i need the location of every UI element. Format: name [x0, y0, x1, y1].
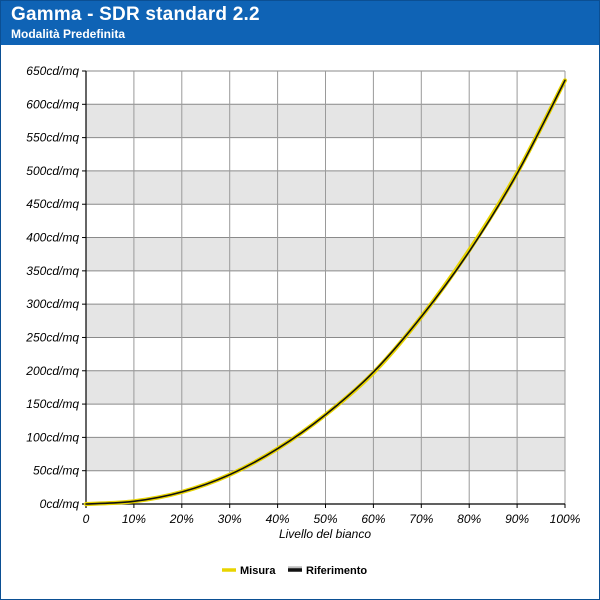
legend-label-misura: Misura [240, 565, 276, 577]
series-lines [83, 78, 568, 507]
y-tick-label: 350cd/mq [26, 264, 79, 278]
y-tick-label: 450cd/mq [26, 197, 79, 211]
y-tick-label: 200cd/mq [25, 364, 79, 378]
y-tick-label: 400cd/mq [26, 231, 79, 245]
x-tick-label: 70% [409, 512, 433, 526]
y-tick-label: 500cd/mq [26, 164, 79, 178]
chart-subtitle: Modalità Predefinita [11, 27, 126, 41]
series-line-riferimento [85, 79, 566, 505]
y-tick-label: 550cd/mq [26, 131, 79, 145]
y-tick-label: 650cd/mq [26, 64, 79, 78]
y-tick-label: 600cd/mq [26, 97, 79, 111]
legend: Misura Riferimento [222, 565, 367, 577]
x-tick-label: 0 [83, 512, 90, 526]
y-tick-label: 0cd/mq [40, 497, 80, 511]
x-tick-label: 60% [361, 512, 385, 526]
x-tick-labels: 0 10% 20% 30% 40% 50% 60% 70% 80% 90% 100% [83, 512, 581, 526]
x-tick-label: 90% [505, 512, 529, 526]
x-tick-label: 100% [550, 512, 581, 526]
x-tick-label: 10% [122, 512, 146, 526]
x-axis-label: Livello del bianco [279, 527, 371, 541]
chart-header: Gamma - SDR standard 2.2 Modalità Predef… [1, 1, 599, 45]
grid-lines [86, 70, 566, 504]
legend-label-riferimento: Riferimento [306, 565, 367, 577]
x-tick-label: 40% [266, 512, 290, 526]
x-tick-label: 30% [218, 512, 242, 526]
y-tick-labels: 0cd/mq 50cd/mq 100cd/mq 150cd/mq 200cd/mq 250… [25, 64, 79, 511]
y-tick-label: 150cd/mq [26, 397, 79, 411]
x-tick-label: 50% [313, 512, 337, 526]
axes [82, 70, 566, 508]
x-tick-label: 20% [169, 512, 194, 526]
y-tick-label: 50cd/mq [33, 464, 79, 478]
y-tick-label: 250cd/mq [25, 330, 79, 344]
chart-title: Gamma - SDR standard 2.2 [11, 4, 260, 25]
x-tick-label: 80% [457, 512, 481, 526]
y-tick-label: 100cd/mq [26, 430, 79, 444]
y-tick-label: 300cd/mq [26, 297, 79, 311]
